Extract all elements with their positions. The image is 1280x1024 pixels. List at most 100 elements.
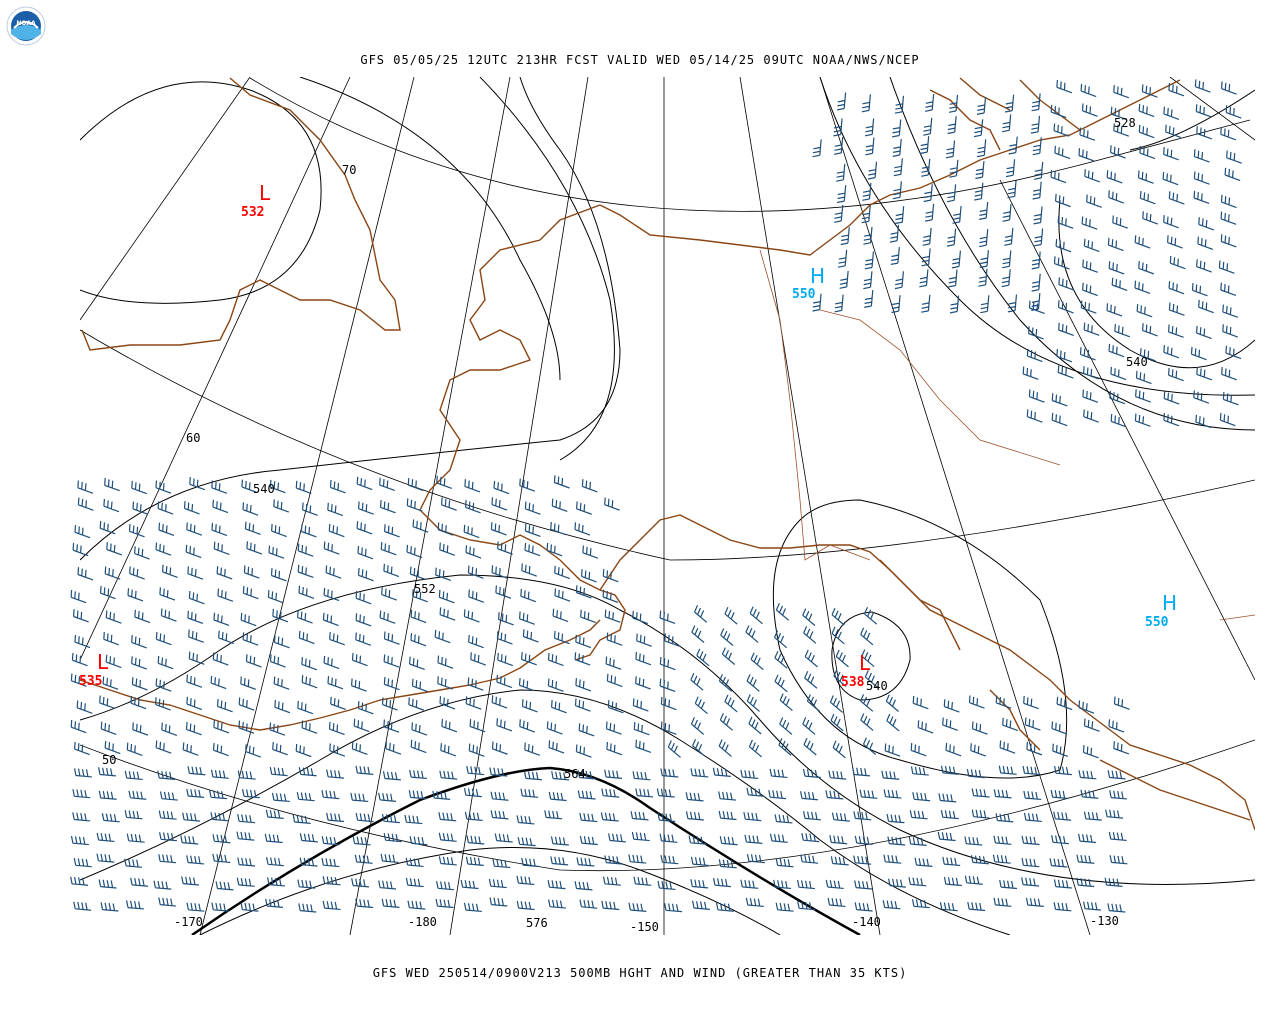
wind-barb <box>437 522 454 536</box>
wind-barb <box>579 899 598 909</box>
wind-barb <box>217 588 234 602</box>
wind-barb <box>779 717 793 735</box>
wind-barb <box>970 855 989 865</box>
contour-576 <box>199 847 781 935</box>
low-letter: L <box>259 181 271 205</box>
wind-barb <box>992 854 1011 864</box>
wind-barb <box>1023 812 1042 823</box>
wind-barb <box>103 498 120 513</box>
wind-barb <box>924 93 935 112</box>
low-value: 538 <box>841 675 865 690</box>
wind-barb <box>885 694 899 712</box>
wind-barb <box>632 771 651 781</box>
wind-barb <box>1007 180 1017 199</box>
wind-barb <box>910 743 927 757</box>
wind-barb <box>724 607 738 625</box>
wind-barb <box>211 522 228 537</box>
wind-barb <box>1110 106 1127 121</box>
wind-barb <box>161 722 178 736</box>
wind-barb <box>995 813 1014 823</box>
wind-barb <box>322 876 341 886</box>
wind-barb <box>547 879 566 890</box>
wind-barb <box>273 676 290 690</box>
wind-barb <box>211 480 228 494</box>
wind-barb <box>976 96 987 115</box>
wind-barb <box>628 902 647 912</box>
wind-barb <box>158 522 175 536</box>
wind-barb <box>854 835 873 846</box>
wind-barb <box>1165 124 1181 138</box>
wind-barb <box>660 696 677 711</box>
wind-barb <box>497 652 513 667</box>
wind-barb <box>379 610 396 624</box>
wind-barb <box>406 498 423 512</box>
wind-barb <box>73 901 92 911</box>
wind-barb <box>160 608 177 622</box>
wind-barb <box>602 568 619 583</box>
contour-label-564: 564 <box>564 767 586 781</box>
wind-barb <box>886 813 905 824</box>
wind-barb <box>155 480 172 494</box>
wind-barb <box>498 612 514 626</box>
low-letter: L <box>97 650 109 674</box>
wind-barb <box>488 878 507 889</box>
wind-barb <box>1025 897 1044 907</box>
wind-barb <box>1004 94 1015 113</box>
wind-barb <box>212 853 231 864</box>
wind-barb <box>606 741 623 756</box>
wind-barb <box>839 270 849 289</box>
wind-barb <box>831 812 850 822</box>
coastline <box>80 77 1255 831</box>
wind-barb <box>750 652 764 671</box>
wind-barb <box>132 722 149 736</box>
wind-barb <box>995 695 1012 709</box>
wind-barb <box>910 766 929 776</box>
wind-barb <box>1193 190 1210 205</box>
wind-barb <box>1222 324 1239 338</box>
wind-barb <box>70 589 87 604</box>
wind-barb <box>801 832 820 843</box>
wind-barb <box>74 524 91 539</box>
wind-barb <box>631 831 650 842</box>
wind-barb <box>840 227 850 246</box>
wind-barb <box>155 678 172 692</box>
wind-barb <box>968 695 985 709</box>
wind-barb <box>292 814 311 824</box>
wind-barb <box>435 567 451 582</box>
wind-barb <box>155 631 172 646</box>
wind-barb <box>236 877 255 887</box>
wind-barb <box>773 630 788 649</box>
wind-barb <box>894 95 905 114</box>
wind-barb <box>496 674 513 689</box>
wind-barb <box>355 898 374 909</box>
wind-barb <box>922 227 932 246</box>
wind-barb <box>158 810 177 820</box>
wind-barb <box>1053 811 1072 821</box>
contour-564-main <box>191 766 861 935</box>
wind-barb <box>552 608 569 623</box>
wind-barb <box>522 629 539 643</box>
wind-barb <box>103 632 119 646</box>
wind-barb <box>1022 765 1041 776</box>
wind-barb <box>496 631 513 645</box>
wind-barb <box>862 182 872 201</box>
wind-barb <box>1049 858 1068 868</box>
wind-barb <box>438 832 457 842</box>
wind-barb <box>861 205 871 224</box>
parallel-60 <box>80 329 1255 561</box>
wind-barb <box>355 591 372 605</box>
wind-barb <box>659 833 678 843</box>
wind-barb <box>835 649 849 668</box>
wind-barb <box>1196 259 1212 273</box>
wind-barb <box>973 119 984 138</box>
wind-barb <box>939 902 958 912</box>
wind-barb <box>189 476 206 491</box>
wind-barb <box>378 792 397 802</box>
wind-barb <box>1026 742 1043 756</box>
wind-barb <box>210 769 229 779</box>
wind-barb <box>1139 348 1156 362</box>
wind-barb <box>1142 211 1159 225</box>
wind-barb <box>74 768 92 778</box>
wind-barb <box>775 858 794 868</box>
wind-barb <box>745 897 764 907</box>
